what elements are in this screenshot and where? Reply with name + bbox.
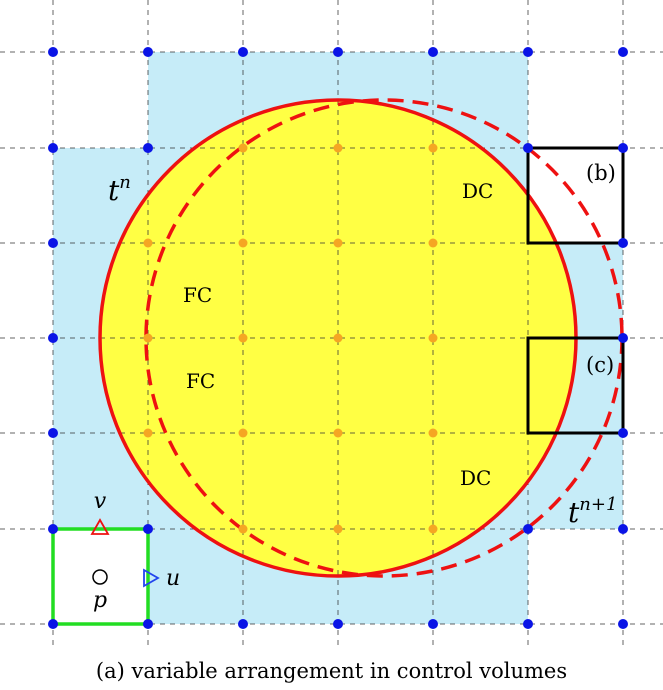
- fluid-nodes: [48, 47, 628, 629]
- label-dc-bottom: DC: [460, 466, 491, 490]
- control-volume-a: [51, 527, 150, 626]
- label-dc-top: DC: [462, 179, 493, 203]
- label-fc-bottom: FC: [186, 369, 215, 393]
- u-velocity-marker: [143, 568, 160, 588]
- label-b: (b): [586, 161, 616, 185]
- control-volume-b: [526, 146, 625, 245]
- label-p: p: [93, 588, 107, 613]
- solid-nodes: [143, 143, 438, 534]
- pressure-marker: [92, 569, 108, 585]
- label-t-n: tn: [108, 172, 131, 207]
- label-t-n1: tn+1: [568, 494, 617, 529]
- label-c: (c): [586, 353, 614, 377]
- control-volume-c: [526, 336, 625, 435]
- figure-caption: (a) variable arrangement in control volu…: [95, 659, 568, 683]
- label-v: v: [94, 489, 107, 514]
- label-fc-top: FC: [183, 283, 212, 307]
- v-velocity-marker: [90, 518, 110, 535]
- label-u: u: [166, 566, 180, 591]
